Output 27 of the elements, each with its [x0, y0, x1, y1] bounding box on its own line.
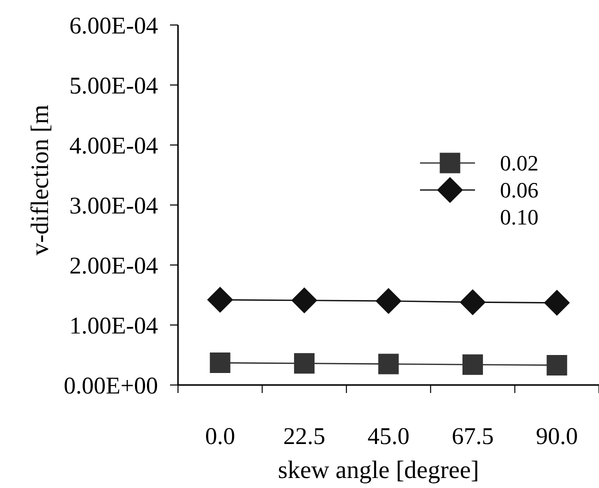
text: 0.10 [500, 204, 538, 230]
point [207, 286, 234, 313]
point [378, 354, 399, 374]
point [210, 352, 230, 374]
y-tick-label: 0.00E+00 [64, 373, 158, 400]
point [462, 354, 483, 375]
x-tick-label: 22.5 [283, 424, 326, 450]
point [460, 289, 486, 316]
point [291, 287, 318, 314]
x-axis-title: skew angle [degree] [278, 457, 480, 484]
x-tick-label: 45.0 [368, 424, 410, 450]
legend-label: 0.06 [500, 178, 538, 203]
y-axis-title: v-diflection [m [27, 104, 54, 256]
point [544, 290, 570, 316]
point [546, 354, 568, 376]
point [294, 353, 315, 374]
point [376, 288, 402, 314]
y-tick-label: 1.00E-04 [69, 313, 158, 340]
y-tick-label: 4.00E-04 [69, 133, 158, 160]
legend-label: 0.02 [500, 150, 538, 176]
y-tick-label: 5.00E-04 [69, 73, 158, 100]
y-tick-label: 3.00E-04 [69, 193, 158, 220]
y-tick-label: 6.00E-04 [69, 13, 158, 40]
x-tick-label: 67.5 [452, 424, 494, 450]
y-tick-label: 2.00E-04 [69, 253, 158, 280]
x-tick-label: 90.0 [536, 424, 578, 450]
x-tick-label: 0.0 [205, 424, 236, 450]
